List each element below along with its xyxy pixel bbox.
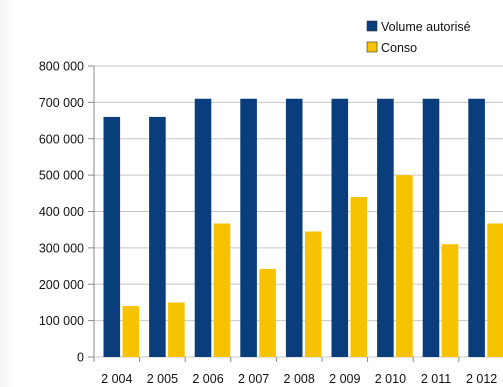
legend-label-conso: Conso bbox=[381, 41, 417, 55]
bar-conso bbox=[213, 223, 231, 357]
x-tick-label: 2 004 bbox=[101, 372, 132, 386]
bar-conso bbox=[259, 268, 276, 357]
x-tick-label: 2 007 bbox=[238, 372, 269, 386]
x-tick-label: 2 006 bbox=[192, 372, 223, 386]
bar-conso bbox=[168, 302, 185, 357]
x-tick-label: 2 011 bbox=[421, 372, 451, 386]
x-tick-label: 2 005 bbox=[147, 372, 178, 386]
bar-volume-autorise bbox=[377, 98, 394, 358]
bar-volume-autorise bbox=[422, 98, 440, 358]
bar-volume-autorise bbox=[285, 98, 303, 358]
y-tick-label: 100 000 bbox=[39, 314, 84, 328]
x-tick-label: 2 010 bbox=[375, 372, 406, 386]
y-tick-label: 0 bbox=[77, 351, 84, 365]
y-tick-label: 200 000 bbox=[39, 278, 84, 292]
legend-label-volume-autorise: Volume autorisé bbox=[381, 20, 471, 34]
bar-volume-autorise bbox=[240, 98, 257, 358]
bar-conso bbox=[122, 306, 140, 357]
legend-swatch-conso bbox=[366, 41, 378, 53]
bar-conso bbox=[441, 244, 459, 357]
y-tick-label: 800 000 bbox=[39, 60, 84, 74]
x-tick-label: 2 008 bbox=[284, 372, 315, 386]
bar-volume-autorise bbox=[331, 98, 349, 358]
legend-swatch-volume-autorise bbox=[366, 20, 378, 32]
bar-conso bbox=[350, 196, 368, 357]
bar-volume-autorise bbox=[103, 116, 121, 357]
bar-conso bbox=[487, 223, 503, 357]
x-tick-label: 2 012 bbox=[466, 372, 497, 386]
bar-volume-autorise bbox=[149, 116, 166, 357]
y-tick-label: 300 000 bbox=[39, 241, 84, 255]
bar-volume-autorise bbox=[194, 98, 212, 358]
bar-conso bbox=[396, 175, 413, 357]
y-tick-label: 500 000 bbox=[39, 169, 84, 183]
bars bbox=[103, 98, 503, 358]
legend: Volume autorisé Conso bbox=[366, 20, 471, 55]
bar-volume-autorise bbox=[468, 98, 485, 358]
y-tick-label: 400 000 bbox=[39, 205, 84, 219]
bar-conso bbox=[304, 231, 322, 357]
axes: 0 100 000 200 000 300 000 400 000 500 000 600 … bbox=[39, 60, 497, 387]
y-tick-label: 700 000 bbox=[39, 96, 84, 110]
y-tick-label: 600 000 bbox=[39, 132, 84, 146]
x-tick-label: 2 009 bbox=[329, 372, 360, 386]
